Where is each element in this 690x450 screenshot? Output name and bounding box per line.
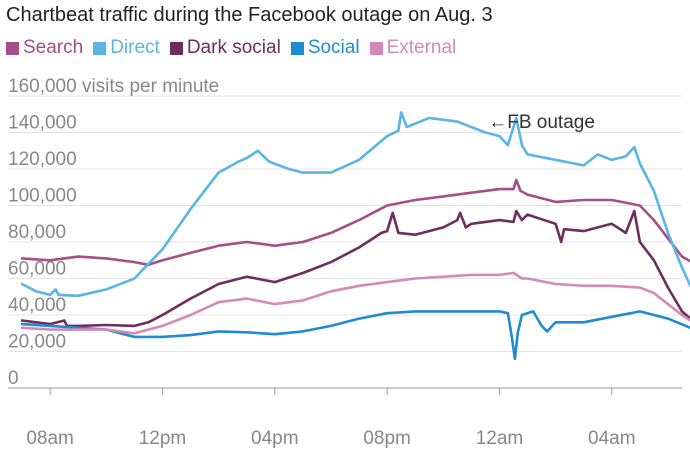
chart-legend: Search Direct Dark social Social External <box>6 37 466 59</box>
chart-title: Chartbeat traffic during the Facebook ou… <box>6 4 493 26</box>
y-tick-label: 20,000 <box>8 332 66 353</box>
y-tick-label: 60,000 <box>8 259 66 280</box>
y-tick-label: 140,000 <box>8 113 77 134</box>
series-line-social <box>20 310 690 361</box>
series-line-dark-social <box>20 209 690 328</box>
x-tick-label: 04am <box>588 428 636 449</box>
y-tick-label: 100,000 <box>8 186 77 207</box>
x-tick-label: 08pm <box>363 428 411 449</box>
series-line-external <box>20 271 690 335</box>
legend-label: Search <box>23 37 84 58</box>
legend-swatch <box>6 41 19 55</box>
legend-swatch <box>93 41 107 55</box>
y-tick-label: 0 <box>8 368 19 389</box>
x-tick-label: 12am <box>476 428 524 449</box>
x-tick-label: 08am <box>26 428 74 449</box>
legend-label: Dark social <box>186 37 281 58</box>
x-tick-label: 12pm <box>139 428 187 449</box>
series-line-direct <box>20 111 690 298</box>
legend-label: External <box>386 37 457 58</box>
x-tick-label: 04pm <box>251 428 299 449</box>
legend-item: Dark social <box>169 37 281 59</box>
legend-item: External <box>369 37 457 59</box>
outage-annotation: ←FB outage <box>488 112 595 133</box>
legend-label: Direct <box>110 37 160 58</box>
legend-swatch <box>369 41 383 55</box>
legend-swatch <box>169 41 183 55</box>
y-tick-label: 120,000 <box>8 149 77 170</box>
legend-label: Social <box>307 37 360 58</box>
legend-swatch <box>290 41 304 55</box>
y-tick-label: 80,000 <box>8 222 66 243</box>
legend-item: Social <box>290 37 360 59</box>
series-line-search <box>20 178 690 267</box>
y-tick-label: 40,000 <box>8 295 66 316</box>
legend-item: Search <box>6 37 83 59</box>
y-tick-label: 160,000 visits per minute <box>8 76 219 97</box>
legend-item: Direct <box>93 37 160 59</box>
